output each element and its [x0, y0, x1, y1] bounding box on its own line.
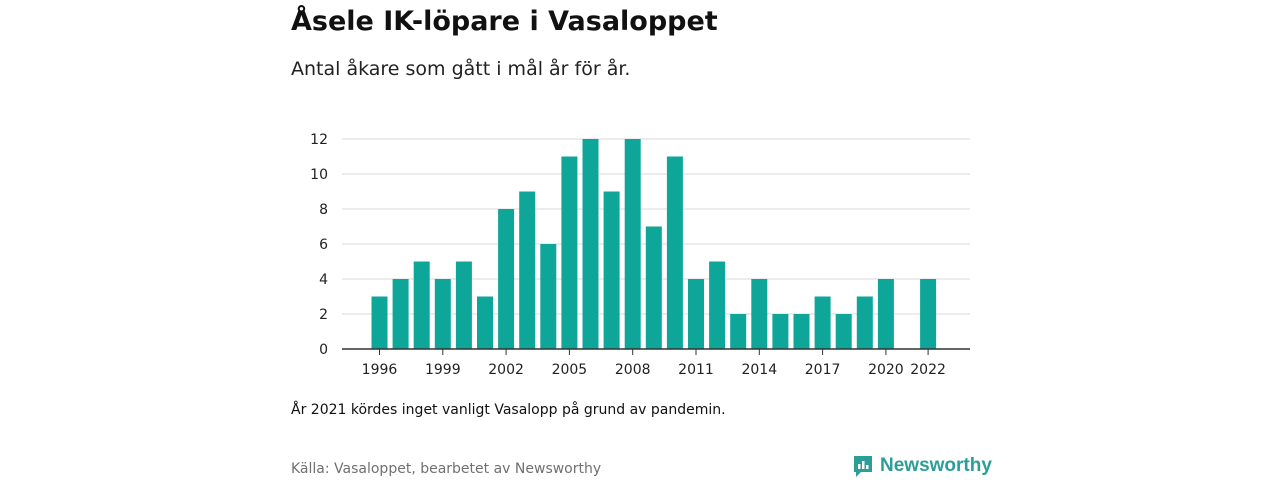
bar-2002: [498, 209, 515, 349]
bar-2005: [561, 156, 578, 349]
bar-2017: [814, 296, 831, 349]
bar-2010: [666, 156, 683, 349]
bar-2003: [519, 191, 536, 349]
bars: [371, 139, 937, 349]
bar-2004: [540, 244, 557, 349]
y-tick-label: 0: [319, 342, 328, 358]
bar-1999: [434, 279, 451, 349]
y-tick-label: 10: [310, 167, 328, 183]
bar-2000: [455, 261, 472, 349]
newsworthy-logo-icon: [854, 456, 872, 477]
x-tick-label: 1999: [425, 362, 461, 378]
bar-2022: [920, 279, 937, 349]
x-tick-label: 2022: [910, 362, 946, 378]
bar-2013: [730, 314, 747, 349]
y-tick-label: 2: [319, 307, 328, 323]
bar-1996: [371, 296, 388, 349]
bar-2016: [793, 314, 810, 349]
source-credit: Källa: Vasaloppet, bearbetet av Newswort…: [291, 461, 602, 477]
bar-2006: [582, 139, 599, 349]
chart-title: Åsele IK-löpare i Vasaloppet: [291, 6, 718, 37]
bar-2009: [645, 226, 662, 349]
logo-wordmark: Newsworthy: [880, 455, 992, 476]
newsworthy-logo: Newsworthy: [852, 453, 992, 479]
bar-2008: [624, 139, 641, 349]
y-tick-label: 8: [319, 202, 328, 218]
bar-2001: [477, 296, 493, 349]
bar-2012: [709, 261, 726, 349]
bar-2018: [835, 314, 852, 349]
x-tick-label: 2017: [805, 362, 841, 378]
chart-note: År 2021 kördes inget vanligt Vasalopp på…: [291, 402, 726, 418]
x-tick-label: 2011: [678, 362, 714, 378]
bar-2011: [688, 279, 704, 349]
bar-2015: [772, 314, 789, 349]
y-tick-label: 4: [319, 272, 328, 288]
x-tick-label: 2014: [741, 362, 777, 378]
bar-2020: [877, 279, 894, 349]
y-tick-label: 12: [310, 132, 328, 148]
bar-2019: [856, 296, 873, 349]
x-tick-label: 2005: [552, 362, 588, 378]
bar-chart: 0 2 4 6 8 10 12 1996 1999 2002 2005 2008 2011 2014 201…: [310, 132, 970, 378]
bar-1998: [413, 261, 430, 349]
y-tick-label: 6: [319, 237, 328, 253]
axes: 0 2 4 6 8 10 12 1996 1999 2002 2005 2008 2011 2014 201…: [310, 132, 970, 378]
x-tick-label: 1996: [362, 362, 398, 378]
x-tick-label: 2008: [615, 362, 651, 378]
chart-subtitle: Antal åkare som gått i mål år för år.: [291, 58, 631, 80]
bar-2007: [603, 191, 620, 349]
bar-1997: [392, 279, 409, 349]
x-tick-label: 2002: [488, 362, 524, 378]
x-tick-label: 2020: [868, 362, 904, 378]
bar-2014: [751, 279, 768, 349]
